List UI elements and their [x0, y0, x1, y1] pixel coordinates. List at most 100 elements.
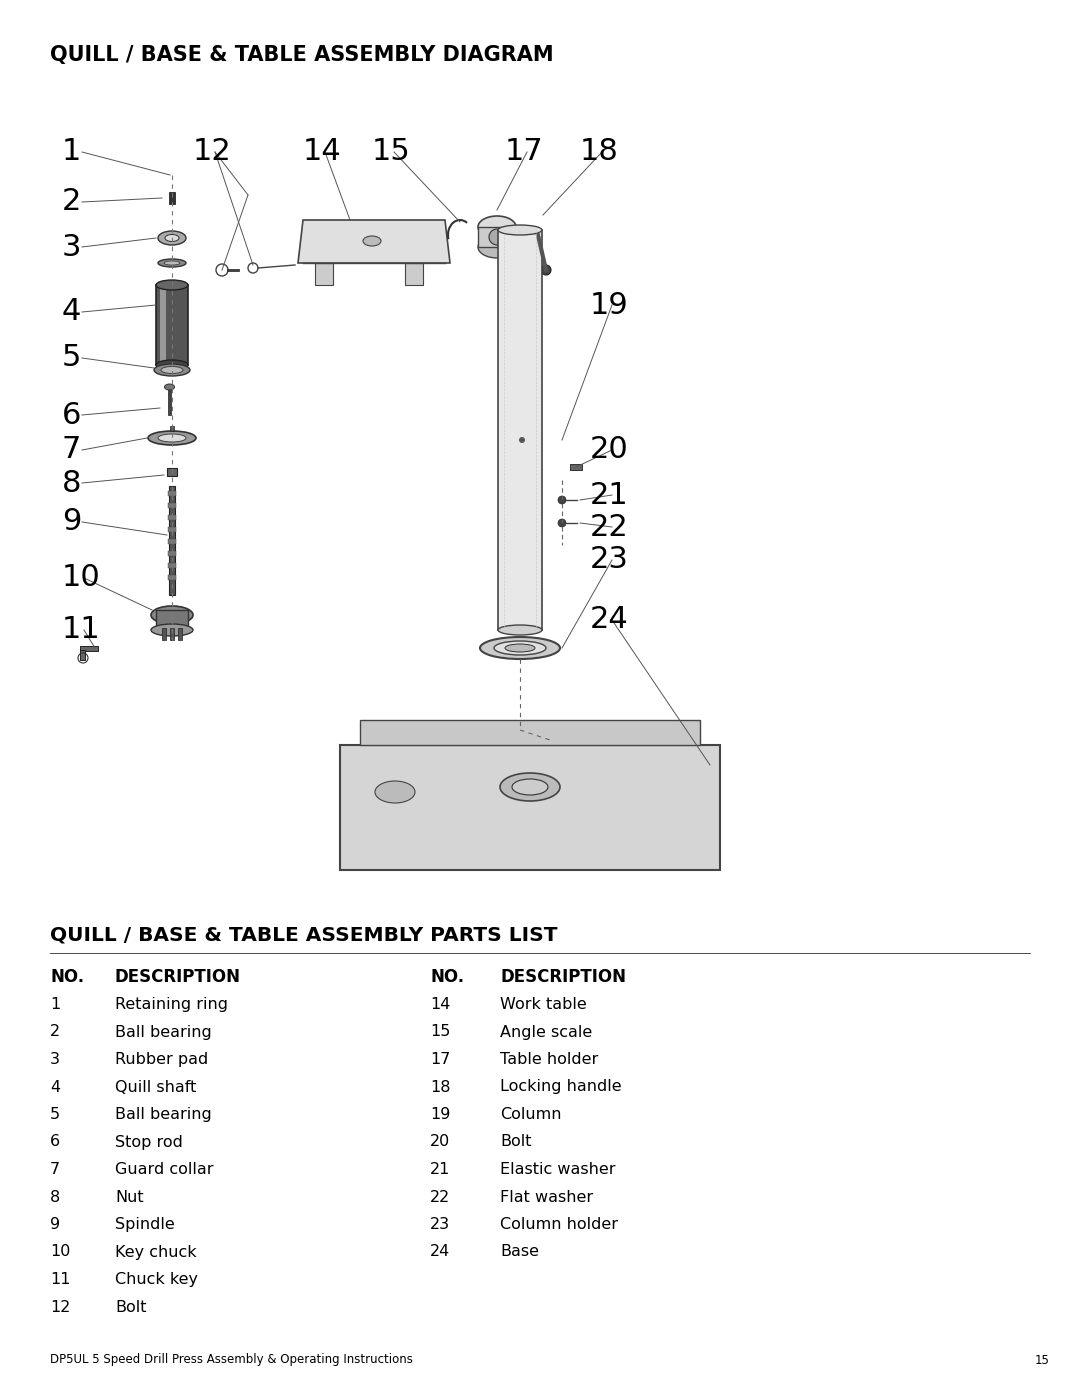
Text: Bolt: Bolt [500, 1134, 531, 1150]
Ellipse shape [494, 641, 546, 655]
Text: Table holder: Table holder [500, 1052, 598, 1067]
Bar [340, 745, 720, 870]
Circle shape [558, 496, 566, 504]
Text: 15: 15 [372, 137, 410, 166]
Text: 15: 15 [430, 1024, 450, 1039]
Text: 8: 8 [50, 1189, 60, 1204]
Bar [168, 490, 176, 496]
Text: Flat washer: Flat washer [500, 1189, 593, 1204]
Ellipse shape [165, 235, 179, 242]
Text: 5: 5 [62, 344, 81, 373]
Circle shape [558, 520, 566, 527]
Text: 2: 2 [62, 187, 81, 217]
Text: Nut: Nut [114, 1189, 144, 1204]
Bar [168, 576, 176, 580]
Ellipse shape [158, 258, 186, 267]
Text: Work table: Work table [500, 997, 586, 1011]
Text: QUILL / BASE & TABLE ASSEMBLY PARTS LIST: QUILL / BASE & TABLE ASSEMBLY PARTS LIST [50, 925, 557, 944]
Ellipse shape [498, 624, 542, 636]
Text: 1: 1 [50, 997, 60, 1011]
Text: 9: 9 [50, 1217, 60, 1232]
Text: 4: 4 [50, 1080, 60, 1094]
Text: 5: 5 [50, 1106, 60, 1122]
Text: Stop rod: Stop rod [114, 1134, 183, 1150]
Bar [570, 464, 582, 469]
Ellipse shape [505, 644, 535, 652]
Text: 4: 4 [62, 298, 81, 327]
Text: 11: 11 [62, 616, 100, 644]
Bar [168, 191, 175, 204]
Bar [498, 231, 542, 630]
Text: 6: 6 [50, 1134, 60, 1150]
Bar [156, 610, 188, 630]
Text: 7: 7 [62, 436, 81, 464]
Ellipse shape [480, 637, 561, 659]
Text: Base: Base [500, 1245, 539, 1260]
Text: 12: 12 [193, 137, 232, 166]
Text: Guard collar: Guard collar [114, 1162, 214, 1178]
Text: 17: 17 [505, 137, 543, 166]
Text: 21: 21 [430, 1162, 450, 1178]
Text: 12: 12 [50, 1299, 70, 1315]
Text: 20: 20 [590, 436, 629, 464]
Text: 9: 9 [62, 507, 81, 536]
Text: 14: 14 [430, 997, 450, 1011]
Text: Retaining ring: Retaining ring [114, 997, 228, 1011]
Ellipse shape [164, 384, 175, 390]
Bar [80, 645, 98, 651]
Text: Spindle: Spindle [114, 1217, 175, 1232]
Ellipse shape [363, 236, 381, 246]
Text: 15: 15 [1035, 1354, 1050, 1366]
Bar [168, 486, 175, 595]
Ellipse shape [161, 366, 183, 373]
Text: 7: 7 [50, 1162, 60, 1178]
Ellipse shape [498, 225, 542, 235]
Text: 19: 19 [590, 291, 629, 320]
Bar [168, 527, 176, 532]
Text: 8: 8 [62, 468, 81, 497]
Text: Elastic washer: Elastic washer [500, 1162, 616, 1178]
Bar [405, 263, 423, 285]
Text: DESCRIPTION: DESCRIPTION [500, 968, 626, 986]
Bar [170, 426, 174, 432]
Text: 20: 20 [430, 1134, 450, 1150]
Polygon shape [298, 219, 450, 263]
Text: QUILL / BASE & TABLE ASSEMBLY DIAGRAM: QUILL / BASE & TABLE ASSEMBLY DIAGRAM [50, 45, 554, 66]
Text: DP5UL 5 Speed Drill Press Assembly & Operating Instructions: DP5UL 5 Speed Drill Press Assembly & Ope… [50, 1354, 413, 1366]
Text: 10: 10 [62, 563, 100, 592]
Text: 21: 21 [590, 481, 629, 510]
Bar [170, 629, 174, 640]
Ellipse shape [151, 606, 193, 624]
Bar [168, 550, 176, 556]
Bar [168, 563, 176, 569]
Bar [168, 515, 176, 520]
Ellipse shape [500, 773, 561, 800]
Circle shape [541, 265, 551, 275]
Text: NO.: NO. [430, 968, 464, 986]
Ellipse shape [154, 365, 190, 376]
Ellipse shape [512, 780, 548, 795]
Bar [360, 719, 700, 745]
Circle shape [519, 437, 525, 443]
Bar [168, 387, 171, 415]
Ellipse shape [164, 261, 180, 265]
Text: 22: 22 [590, 513, 629, 542]
Text: 23: 23 [430, 1217, 450, 1232]
Text: 14: 14 [303, 137, 341, 166]
Bar [315, 263, 333, 285]
Text: 6: 6 [62, 401, 81, 429]
Ellipse shape [156, 360, 188, 370]
Bar [80, 650, 85, 659]
Bar [160, 286, 166, 363]
Text: Ball bearing: Ball bearing [114, 1106, 212, 1122]
Text: 24: 24 [430, 1245, 450, 1260]
Bar [168, 539, 176, 543]
Bar [227, 270, 239, 271]
Bar [167, 468, 177, 476]
Text: Bolt: Bolt [114, 1299, 147, 1315]
Ellipse shape [151, 624, 193, 636]
Text: Key chuck: Key chuck [114, 1245, 197, 1260]
Text: 1: 1 [62, 137, 81, 166]
Ellipse shape [156, 279, 188, 291]
Text: Chuck key: Chuck key [114, 1273, 198, 1287]
